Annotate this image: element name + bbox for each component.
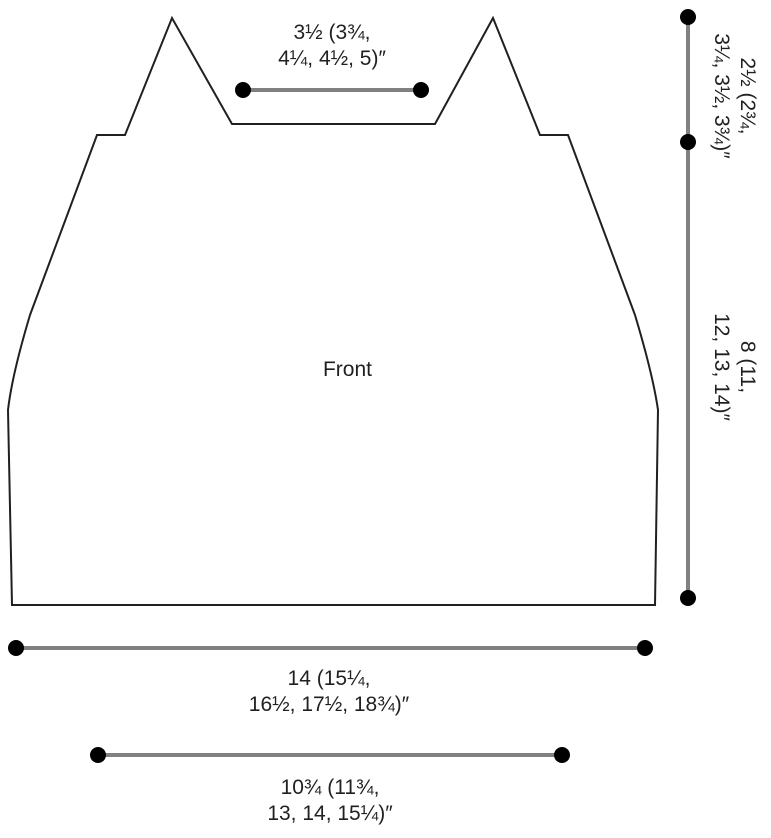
neck-width-dot-right [413,82,429,98]
neck-width-label-line2: 4¼, 4½, 5)″ [278,47,386,70]
height-dot-top [680,9,696,25]
neck-width-label-line1: 3½ (3¾, [293,21,371,44]
height-dot-middle [680,134,696,150]
piece-label: Front [322,358,372,381]
body-height-label: 8 (11, 12, 13, 14)″ [708,287,760,447]
height-dot-bottom [680,590,696,606]
lower-width-dot-left [90,747,106,763]
front-piece-outline [6,15,660,606]
lower-width-dot-right [554,747,570,763]
neck-width-dot-left [235,82,251,98]
body-height-label-line1: 8 (11, [736,340,759,394]
body-height-label-line2: 12, 13, 14)″ [710,313,733,421]
shoulder-height-label: 2½ (2¾, 3¼, 3½, 3¾)″ [708,16,760,176]
shoulder-height-label-line2: 3¼, 3½, 3¾)″ [710,33,733,159]
bottom-width-dot-right [637,640,653,656]
bottom-width-dot-left [8,640,24,656]
bottom-width-label-line2: 16½, 17½, 18¾)″ [248,693,410,716]
neck-width-label: 3½ (3¾, 4¼, 4½, 5)″ [232,20,432,72]
lower-width-label-line1: 10¾ (11¾, [280,776,380,799]
lower-width-label-line2: 13, 14, 15¼)″ [267,802,393,825]
shoulder-height-label-line1: 2½ (2¾, [736,57,759,135]
lower-width-label: 10¾ (11¾, 13, 14, 15¼)″ [230,775,430,827]
bottom-width-label: 14 (15¼, 16½, 17½, 18¾)″ [214,666,444,718]
bottom-width-label-line1: 14 (15¼, [287,667,371,690]
